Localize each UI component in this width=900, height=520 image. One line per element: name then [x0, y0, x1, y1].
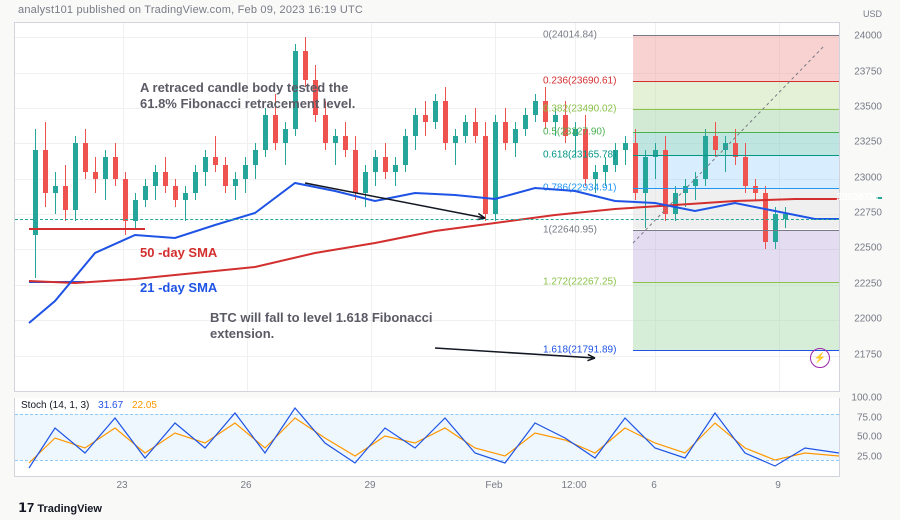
price-tick: 22750: [854, 208, 882, 219]
fib-label: 0.5(23327.90): [543, 127, 605, 138]
fib-zone: [633, 35, 839, 81]
time-tick: 12:00: [561, 480, 586, 491]
fib-label: 0(24014.84): [543, 30, 597, 41]
annotation-1: A retraced candle body tested the 61.8% …: [140, 80, 355, 113]
sma21-label: 21 -day SMA: [140, 280, 217, 295]
price-tick: 23250: [854, 137, 882, 148]
fib-label: 0.618(23165.78): [543, 150, 616, 161]
sma50-label: 50 -day SMA: [140, 245, 217, 260]
time-tick: 6: [651, 480, 657, 491]
current-price-badge: 22714.00+7.67%03:25:00: [876, 197, 882, 199]
fib-zone: [633, 81, 839, 109]
price-tick: 24000: [854, 31, 882, 42]
fib-zone: [633, 109, 839, 132]
time-tick: 26: [240, 480, 251, 491]
fib-label: 0.382(23490.02): [543, 104, 616, 115]
price-tick: 23500: [854, 101, 882, 112]
fib-label: 0.236(23690.61): [543, 75, 616, 86]
stoch-tick: 75.00: [857, 412, 882, 423]
stoch-tick: 100.00: [851, 393, 882, 404]
stoch-tick: 25.00: [857, 451, 882, 462]
fib-zone: [633, 282, 839, 349]
stoch-axis[interactable]: 25.0050.0075.00100.00: [838, 398, 886, 476]
price-tick: 21750: [854, 349, 882, 360]
fib-label: 0.786(22934.91): [543, 182, 616, 193]
fib-zone: [633, 230, 839, 283]
time-tick: Feb: [485, 480, 502, 491]
chart-root: { "header":{"publish":"analyst101 publis…: [0, 0, 900, 520]
stoch-legend[interactable]: Stoch (14, 1, 3) 31.67 22.05: [21, 400, 157, 411]
fib-label: 1.618(21791.89): [543, 344, 616, 355]
time-tick: 23: [116, 480, 127, 491]
price-tick: 23000: [854, 172, 882, 183]
fib-label: 1(22640.95): [543, 224, 597, 235]
tradingview-logo[interactable]: 𝟭7 TradingView: [18, 500, 102, 516]
price-axis[interactable]: USD 217502200022250225002275023000232502…: [838, 22, 886, 390]
axis-unit: USD: [863, 9, 882, 19]
annotation-2: BTC will fall to level 1.618 Fibonacci e…: [210, 310, 433, 343]
price-tick: 22250: [854, 278, 882, 289]
time-tick: 9: [775, 480, 781, 491]
time-tick: 29: [364, 480, 375, 491]
fib-label: 1.272(22267.25): [543, 277, 616, 288]
publish-header: analyst101 published on TradingView.com,…: [18, 4, 363, 16]
price-tick: 22500: [854, 243, 882, 254]
stoch-pane[interactable]: Stoch (14, 1, 3) 31.67 22.05: [14, 398, 840, 477]
stoch-tick: 50.00: [857, 432, 882, 443]
price-tick: 22000: [854, 314, 882, 325]
flash-icon[interactable]: ⚡: [810, 348, 830, 368]
time-axis[interactable]: 23 26 29 Feb 12:00 6 9: [14, 478, 838, 496]
price-tick: 23750: [854, 66, 882, 77]
